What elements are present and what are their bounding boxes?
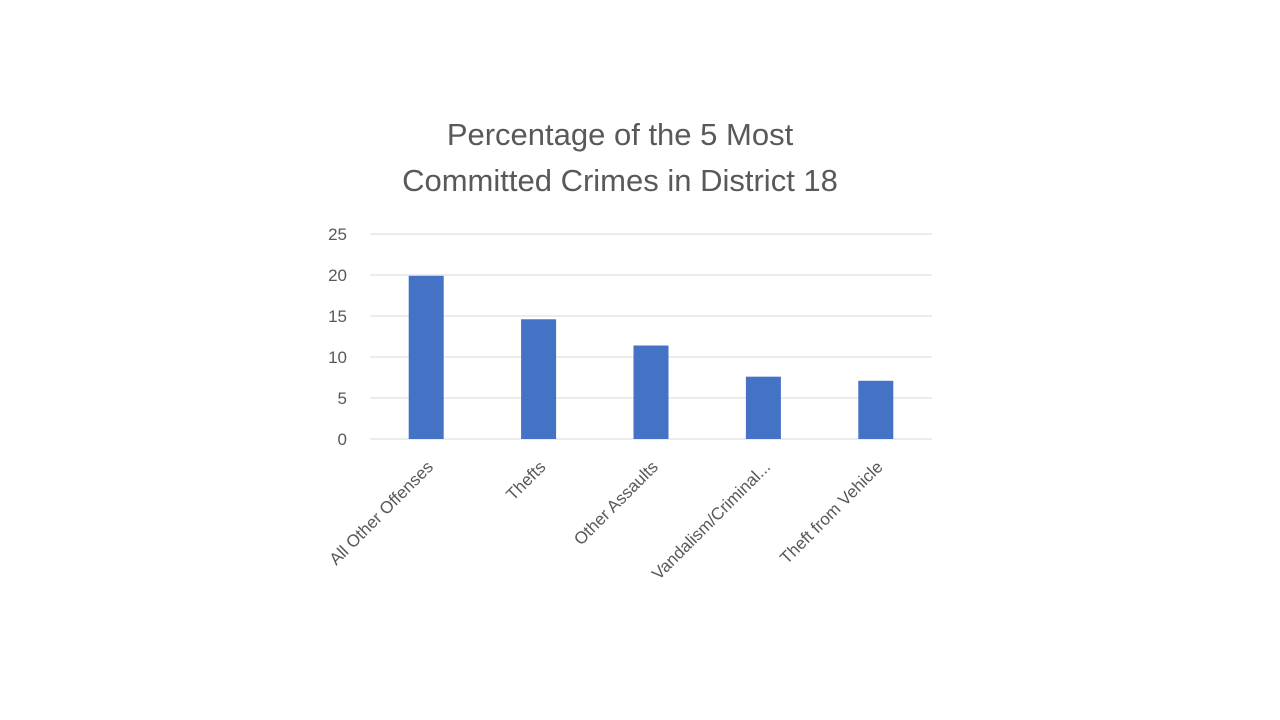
chart-title-line-2: Committed Crimes in District 18 — [402, 163, 838, 198]
category-label: Other Assaults — [570, 457, 662, 549]
y-tick-label: 25 — [328, 225, 347, 244]
category-label: Vandalism/Criminal... — [648, 457, 774, 583]
y-tick-label: 0 — [338, 430, 347, 449]
category-label: Theft from Vehicle — [776, 457, 886, 567]
chart-title: Percentage of the 5 Most Committed Crime… — [320, 112, 920, 204]
bars — [408, 275, 894, 439]
bar-2 — [521, 319, 557, 439]
bar-5 — [858, 380, 894, 439]
x-axis-category-labels: All Other Offenses Thefts Other AssaultsVa… — [326, 457, 887, 583]
chart-title-line-1: Percentage of the 5 Most — [446, 117, 794, 152]
bar-3 — [633, 345, 669, 439]
y-tick-label: 15 — [328, 307, 347, 326]
y-tick-label: 5 — [338, 389, 347, 408]
bar-4 — [745, 376, 781, 439]
category-label: All Other Offenses — [326, 457, 437, 568]
y-tick-label: 10 — [328, 348, 347, 367]
y-axis-tick-labels: 0 5 10 15 20 25 — [328, 225, 347, 449]
category-label: Thefts — [503, 457, 550, 504]
y-tick-label: 20 — [328, 266, 347, 285]
bar-1 — [408, 275, 444, 439]
